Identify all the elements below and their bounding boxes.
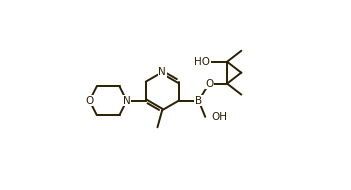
Text: OH: OH xyxy=(211,112,227,122)
Text: N: N xyxy=(158,67,166,77)
Text: B: B xyxy=(195,96,202,106)
Text: O: O xyxy=(205,79,213,89)
Text: O: O xyxy=(85,96,94,106)
Text: N: N xyxy=(123,96,131,106)
Text: HO: HO xyxy=(194,57,210,67)
